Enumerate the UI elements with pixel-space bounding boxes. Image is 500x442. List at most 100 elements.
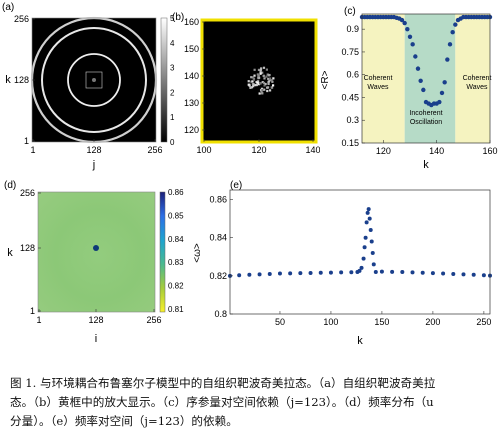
panel-e-point [363, 235, 368, 240]
panel-b-speckle-pixel [267, 77, 270, 80]
panel-c-ytick-label: 0.9 [346, 24, 359, 34]
panel-b-speckle-pixel [259, 68, 263, 71]
panel-c-points [359, 14, 493, 108]
panel-b-speckle-pixel [256, 80, 259, 83]
panel-c-yticks: 0.15 0.3 0.45 0.6 0.75 0.9 [341, 24, 365, 148]
annotation-mid-1: Incoherent [409, 110, 442, 117]
panel-d-ytick-label: 256 [20, 188, 35, 198]
panel-b-xtick-label: 140 [305, 145, 320, 155]
panel-b-speckle-pixel [268, 79, 271, 82]
panel-b-speckle-pixel [258, 92, 261, 95]
panel-c-point [415, 66, 421, 71]
panel-e-point [277, 271, 282, 276]
panel-b-speckle-pixel [263, 84, 266, 87]
panel-b-speckle-pixel [266, 73, 269, 76]
panel-a-core [92, 78, 96, 82]
panel-e-point [420, 270, 425, 275]
panel-e-point [267, 271, 272, 276]
panel-c: (c) 120 140 160 0.15 0.3 0.45 0.6 0.75 0.9 k <R… [320, 6, 498, 171]
panel-b-speckle-pixel [262, 66, 266, 69]
panel-e-xtick-label: 50 [275, 317, 285, 327]
coherent-region-left [362, 14, 405, 143]
panel-d-xtick-label: 256 [146, 315, 161, 325]
panel-b-speckle-pixel [248, 84, 251, 87]
panel-b-speckle-pixel [252, 83, 255, 86]
annotation-left-1: Coherent [364, 75, 393, 82]
panel-c-point [407, 34, 413, 39]
panel-c-point [410, 42, 415, 47]
panel-a-ytick-label: 1 [24, 136, 29, 146]
caption-line-2: 态。（b）黄框中的放大显示。（c）序参量对空间依赖（j=123）。（d）频率分布… [10, 395, 434, 409]
panel-b-speckle-pixel [259, 89, 263, 92]
panel-b-speckle-pixel [252, 78, 256, 81]
panel-e-point [359, 265, 364, 270]
panel-c-point [437, 99, 442, 105]
panel-b-speckle-pixel [257, 77, 260, 80]
panel-b-speckle-pixel [250, 76, 253, 79]
panel-b-speckle-pixel [268, 73, 271, 77]
panel-e-point [368, 228, 373, 233]
annotation-right-2: Waves [466, 84, 488, 91]
panel-e-point [357, 268, 362, 273]
panel-b-ytick-label: 130 [184, 98, 199, 108]
panel-a: (a) 0 1 2 3 4 5 1 128 256 1 128 256 j k [2, 2, 175, 171]
panel-b-ytick-label: 160 [184, 17, 199, 27]
panel-e-point [308, 270, 313, 275]
panel-b-speckle-pixel [253, 68, 256, 71]
panel-c-point [450, 30, 455, 35]
panel-b-speckle-pixel [256, 73, 259, 76]
panel-e-point [318, 270, 323, 275]
panel-d-colorbar-label: 0.83 [168, 258, 184, 267]
panel-b-speckle-pixel [251, 76, 254, 79]
panel-c-xticks: 120 140 160 [376, 140, 498, 156]
annotation-left-2: Waves [367, 84, 389, 91]
panel-e-point [247, 272, 252, 277]
panel-c-point [399, 17, 405, 23]
annotation-right-1: Coherent [463, 75, 492, 82]
panel-b-speckle-pixel [271, 84, 275, 87]
panel-d-heatmap [38, 192, 155, 312]
panel-b-speckle-pixel [260, 67, 263, 70]
panel-e-point [364, 220, 369, 225]
panel-a-xticks: 1 128 256 [30, 139, 163, 155]
annotation-mid-2: Oscillation [410, 119, 442, 126]
panel-e-xtick-label: 250 [476, 317, 491, 327]
panel-b-yticks: 120 130 140 150 160 [184, 17, 205, 135]
panel-c-point [413, 54, 418, 59]
panel-a-xtick-label: 1 [30, 145, 35, 155]
panel-b-speckle-pixel [270, 86, 274, 89]
panel-c-ytick-label: 0.6 [346, 70, 359, 80]
panel-c-point [453, 22, 458, 27]
panel-a-yticks: 1 128 256 [14, 14, 35, 146]
panel-c-label: (c) [344, 6, 356, 17]
panel-d-ytick-label: 1 [30, 306, 35, 316]
panel-e-point [257, 272, 262, 277]
panel-b-speckle-pixel [256, 81, 259, 84]
panel-b-speckle-pixel [259, 70, 262, 73]
panel-a-label: (a) [2, 2, 14, 13]
panel-a-colorbar [160, 17, 168, 143]
panel-a-zoom-box [85, 71, 103, 89]
panel-e: (e) 50 100 150 200 250 0.8 0.82 0.84 0.86 k <ω> [192, 180, 492, 347]
panel-e-ytick-label: 0.84 [209, 233, 227, 243]
panel-d-yticks: 1 128 256 [20, 188, 41, 316]
panel-e-point [461, 272, 466, 277]
panel-a-ytick-label: 128 [14, 75, 29, 85]
incoherent-region [404, 14, 456, 143]
panel-a-xtick-label: 128 [86, 145, 101, 155]
panel-e-point [237, 273, 242, 278]
panel-d-xtick-label: 1 [36, 315, 41, 325]
panel-b-speckle-pixel [247, 80, 250, 83]
panel-e-frame [229, 189, 491, 315]
panel-b-speckle-pixel [269, 77, 272, 80]
caption-line-1: 图 1. 与环境耦合布鲁塞尔子模型中的自组织靶波奇美拉态。（a）自组织靶波奇美拉 [10, 376, 436, 390]
panel-b-ytick-label: 140 [184, 71, 199, 81]
panel-e-point [369, 239, 374, 244]
panel-e-point [410, 270, 415, 275]
panel-d-ytick-label: 128 [20, 243, 35, 253]
panel-b-speckle-pixel [262, 81, 266, 85]
panel-e-point [430, 271, 435, 276]
panel-b-xtick-label: 100 [196, 145, 211, 155]
panel-e-point [481, 273, 486, 278]
